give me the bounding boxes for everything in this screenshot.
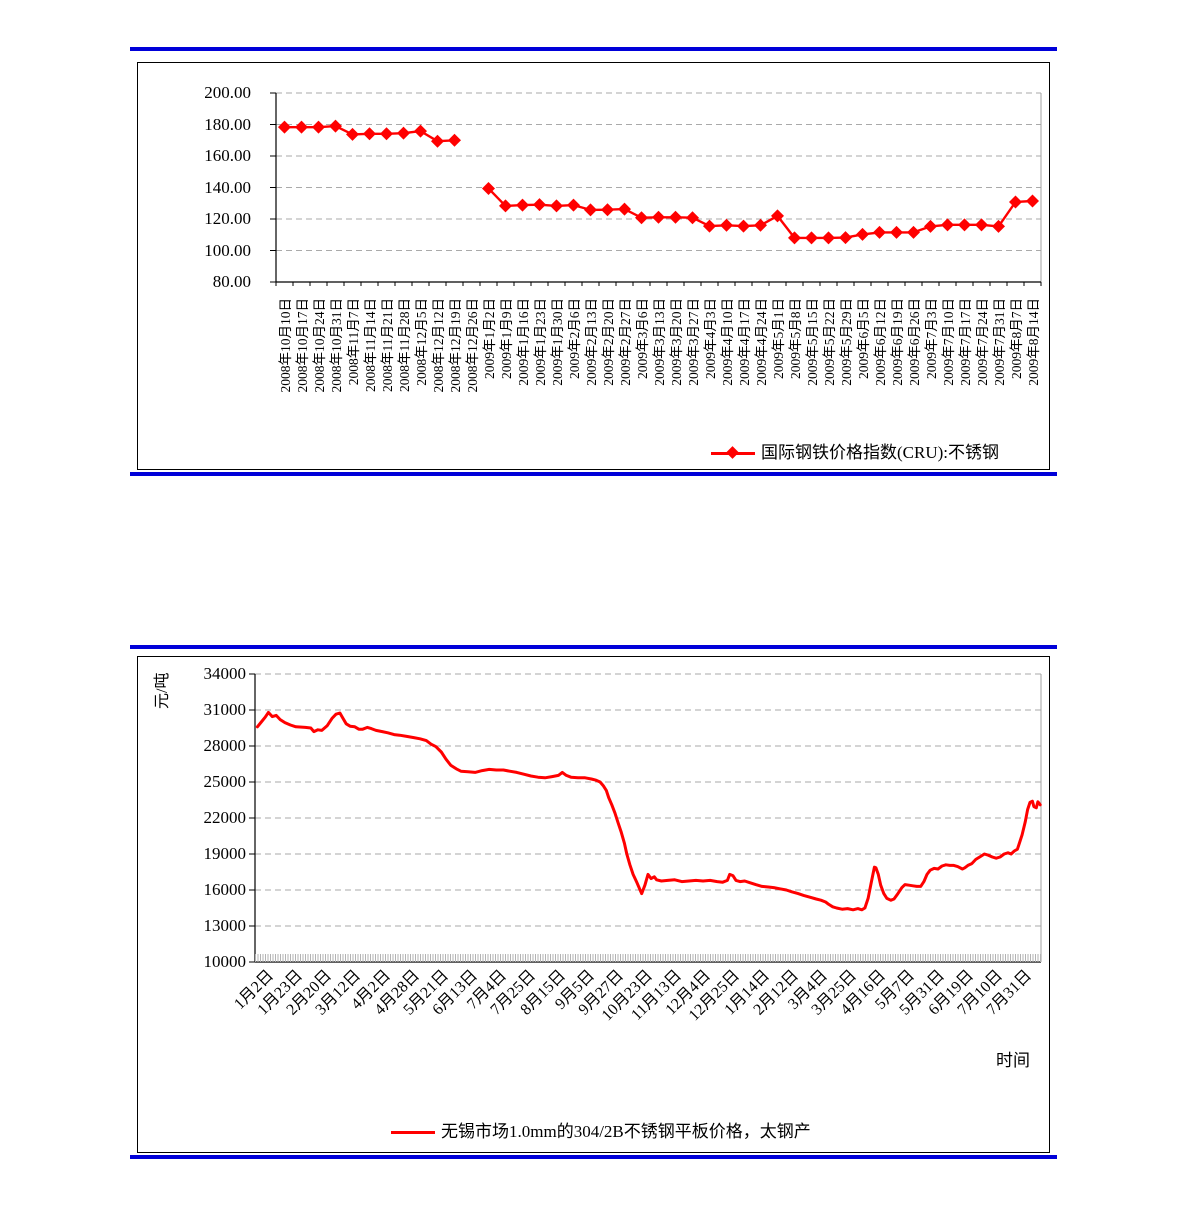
y-tick-label: 31000 — [203, 700, 247, 719]
y-tick-label: 34000 — [203, 664, 247, 683]
x-tick-label: 2009年7月17日 — [957, 298, 973, 386]
section-rule-top-1 — [130, 47, 1057, 51]
x-tick-label: 2009年4月10日 — [719, 298, 735, 386]
x-tick-label: 2009年3月13日 — [651, 298, 667, 386]
x-tick-label: 2009年1月16日 — [515, 298, 531, 386]
cru-index-legend-label: 国际钢铁价格指数(CRU):不锈钢 — [761, 443, 999, 462]
x-tick-label: 2008年11月14日 — [362, 298, 378, 392]
y-tick-label: 22000 — [203, 808, 247, 827]
x-tick-label: 2008年12月19日 — [447, 298, 463, 393]
legend-diamond-icon — [726, 445, 739, 459]
x-tick-label: 2009年5月1日 — [770, 298, 786, 379]
x-tick-label: 2008年11月28日 — [396, 298, 412, 392]
y-tick-label: 16000 — [203, 880, 247, 899]
y-tick-label: 13000 — [203, 916, 247, 935]
x-tick-label: 2009年8月7日 — [1008, 298, 1024, 379]
x-tick-label: 2009年2月27日 — [617, 298, 633, 386]
legend-line-marker-icon — [711, 445, 755, 459]
x-tick-label: 2008年11月21日 — [379, 298, 395, 392]
cru-index-chart: 200.00 180.00 160.00 140.00 120.00 100.00 80.0… — [137, 62, 1050, 470]
x-tick-label: 2009年5月8日 — [787, 298, 803, 379]
x-tick-label: 2009年3月6日 — [634, 298, 650, 379]
x-tick-label: 2009年7月24日 — [974, 298, 990, 386]
x-tick-label: 2009年5月29日 — [838, 298, 854, 386]
y-tick-label: 100.00 — [204, 240, 251, 260]
x-tick-label: 2008年10月24日 — [311, 298, 327, 393]
x-tick-label: 2009年1月23日 — [532, 298, 548, 386]
daily-minor-ticks — [255, 954, 1041, 962]
section-rule-bottom-1 — [130, 472, 1057, 476]
x-tick-label: 2008年12月5日 — [413, 298, 429, 386]
y-tick-label: 140.00 — [204, 177, 251, 197]
x-tick-label: 2009年3月20日 — [668, 298, 684, 386]
x-tick-label: 2009年7月31日 — [991, 298, 1007, 386]
x-tick-label: 2008年12月12日 — [430, 298, 446, 393]
x-tick-label: 2009年1月9日 — [498, 298, 514, 379]
x-tick-label: 2009年2月13日 — [583, 298, 599, 386]
x-tick-label: 2009年2月20日 — [600, 298, 616, 386]
x-tick-label: 2009年6月19日 — [889, 298, 905, 386]
cru-index-chart-plot — [270, 92, 1042, 286]
x-tick-label: 2009年6月26日 — [906, 298, 922, 386]
y-axis-unit-label: 元/吨 — [154, 672, 171, 709]
x-tick-label: 2009年5月22日 — [821, 298, 837, 386]
x-tick-label: 2009年6月5日 — [855, 298, 871, 379]
x-tick-label: 2009年4月3日 — [702, 298, 718, 379]
x-tick-label: 2009年8月14日 — [1025, 298, 1041, 386]
x-tick-label: 2009年3月27日 — [685, 298, 701, 386]
x-tick-label: 2009年1月30日 — [549, 298, 565, 386]
y-tick-label: 10000 — [203, 952, 247, 971]
x-tick-label: 2009年7月3日 — [923, 298, 939, 379]
x-tick-label: 2009年2月6日 — [566, 298, 582, 379]
x-tick-label: 2008年12月26日 — [464, 298, 480, 393]
y-tick-label: 120.00 — [204, 209, 251, 228]
wuxi-price-legend: 无锡市场1.0mm的304/2B不锈钢平板价格，太钢产 — [391, 1122, 811, 1142]
wuxi-price-chart-plot — [249, 673, 1042, 963]
cru-index-legend: 国际钢铁价格指数(CRU):不锈钢 — [711, 443, 999, 463]
y-tick-label: 19000 — [203, 844, 247, 863]
x-tick-label: 2009年5月15日 — [804, 298, 820, 386]
y-tick-label: 25000 — [203, 772, 247, 791]
x-tick-label: 2008年11月7日 — [345, 298, 361, 386]
x-tick-label: 2008年10月31日 — [328, 298, 344, 393]
x-tick-label: 2009年7月10日 — [940, 298, 956, 386]
section-rule-bottom-2 — [130, 1155, 1057, 1159]
x-axis-title: 时间 — [996, 1051, 1030, 1070]
x-tick-label: 2008年10月10日 — [277, 298, 293, 393]
section-rule-top-2 — [130, 645, 1057, 649]
x-tick-label: 2009年4月24日 — [753, 298, 769, 386]
x-tick-label: 2009年4月17日 — [736, 298, 752, 386]
wuxi-price-chart: 34000 31000 28000 25000 22000 19000 16000 13000… — [137, 656, 1050, 1153]
legend-line-icon — [391, 1130, 435, 1134]
y-tick-label: 180.00 — [204, 114, 251, 134]
y-tick-label: 80.00 — [212, 272, 251, 291]
y-tick-label: 160.00 — [204, 146, 251, 165]
wuxi-price-legend-label: 无锡市场1.0mm的304/2B不锈钢平板价格，太钢产 — [441, 1122, 811, 1141]
x-tick-label: 2009年1月2日 — [481, 298, 497, 379]
y-tick-label: 200.00 — [204, 83, 251, 102]
y-tick-label: 28000 — [203, 736, 247, 755]
x-tick-label: 2008年10月17日 — [294, 298, 310, 393]
x-tick-label: 2009年6月12日 — [872, 298, 888, 386]
